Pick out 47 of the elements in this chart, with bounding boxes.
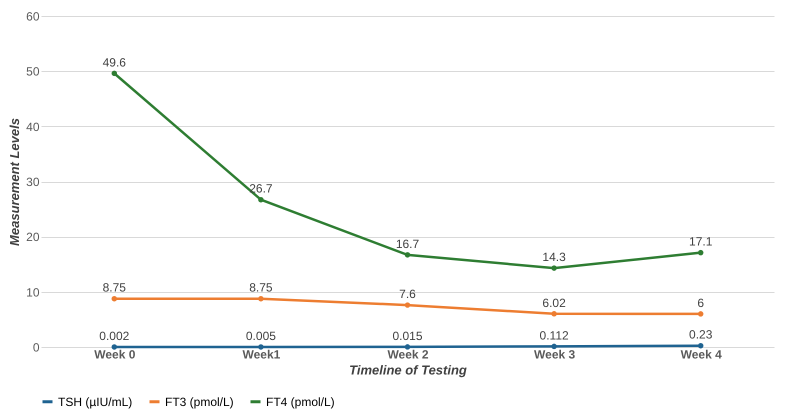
y-axis-title: Measurement Levels: [7, 118, 22, 246]
data-label: 0.112: [540, 328, 569, 342]
point: [551, 265, 557, 271]
point: [258, 344, 264, 350]
point: [551, 311, 557, 317]
point: [404, 344, 410, 350]
point: [258, 296, 264, 302]
point: [404, 252, 410, 258]
point: [698, 250, 704, 256]
data-label: 6: [697, 296, 704, 310]
legend-label: FT4 (pmol/L): [266, 394, 335, 409]
data-label: 0.015: [392, 328, 423, 343]
point: [112, 296, 118, 302]
x-tick-label: Week 2: [387, 348, 429, 362]
point: [698, 343, 704, 348]
y-tick-label: 10: [26, 285, 40, 300]
point: [112, 344, 118, 350]
y-tick-label: 40: [26, 120, 40, 134]
x-tick-label: Week 0: [94, 348, 136, 362]
data-label: 8.75: [249, 280, 273, 295]
x-axis-title: Timeline of Testing: [349, 362, 467, 378]
point: [698, 311, 704, 317]
y-tick-label: 50: [26, 64, 40, 79]
data-label: 7.6: [399, 287, 416, 302]
data-label: 8.75: [102, 280, 126, 295]
data-label: 0.005: [246, 328, 276, 343]
y-tick-label: 30: [26, 175, 40, 189]
point: [404, 302, 410, 308]
legend-label: TSH (µIU/mL): [58, 394, 132, 409]
data-label: 17.1: [689, 234, 713, 249]
data-label: 16.7: [396, 236, 420, 251]
y-tick-label: 0: [32, 340, 40, 354]
legend-label: FT3 (pmol/L): [165, 394, 234, 409]
data-label: 0.23: [689, 328, 713, 342]
data-label: 49.6: [102, 55, 126, 70]
point: [112, 70, 118, 76]
data-label: 6.02: [542, 296, 566, 310]
data-label: 0.002: [99, 328, 130, 343]
x-tick-label: Week 4: [680, 348, 722, 362]
point: [551, 344, 557, 350]
x-tick-label: Week 3: [534, 348, 576, 362]
data-label: 26.7: [249, 182, 273, 196]
y-tick-label: 20: [26, 230, 40, 244]
point: [258, 196, 264, 202]
y-tick-label: 60: [26, 10, 40, 24]
x-tick-label: Week1: [242, 348, 281, 362]
data-label: 14.3: [542, 250, 566, 264]
